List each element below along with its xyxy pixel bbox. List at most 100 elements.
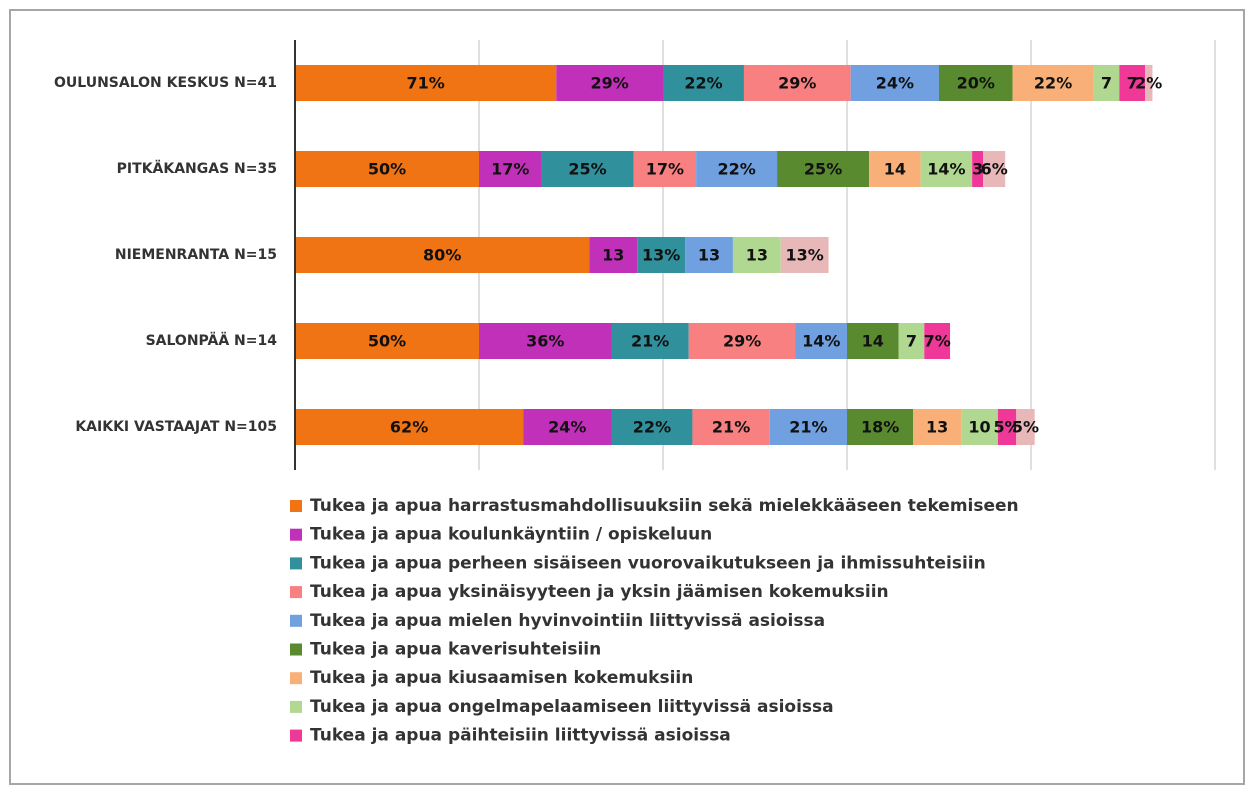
- data-label: 80%: [423, 246, 461, 265]
- data-label: 13%: [642, 246, 680, 265]
- data-label: 20%: [957, 74, 995, 93]
- legend-label: Tukea ja apua koulunkäyntiin / opiskeluu…: [310, 525, 712, 545]
- data-label: 14%: [927, 160, 965, 179]
- legend-swatch: [290, 700, 302, 713]
- data-label: 21%: [789, 418, 827, 437]
- legend-swatch: [290, 557, 302, 570]
- bar-segment: [295, 151, 479, 187]
- data-label: 7: [1127, 74, 1138, 93]
- legend-swatch: [290, 729, 302, 742]
- bar-segment: [972, 151, 984, 187]
- data-label: 13: [746, 246, 768, 265]
- bar-segment: [637, 237, 686, 273]
- y-tick-label: SALONPÄÄ N=14: [146, 332, 278, 349]
- data-label: 22%: [633, 418, 671, 437]
- data-label: 24%: [548, 418, 586, 437]
- bar-segment: [556, 65, 663, 101]
- bar-segment: [769, 409, 847, 445]
- data-label: 25%: [804, 160, 842, 179]
- legend-swatch: [290, 586, 302, 599]
- bar-segment: [1145, 65, 1153, 101]
- bar-segment: [295, 323, 479, 359]
- bar-segment: [611, 409, 693, 445]
- legend-swatch: [290, 672, 302, 685]
- bar-segment: [1093, 65, 1120, 101]
- data-label: 14: [884, 160, 906, 179]
- data-label: 29%: [778, 74, 816, 93]
- data-label: 7: [906, 332, 917, 351]
- data-label: 13: [926, 418, 948, 437]
- data-label: 36%: [526, 332, 564, 351]
- data-label: 13: [602, 246, 624, 265]
- bar-segment: [847, 323, 899, 359]
- bar-segment: [850, 65, 939, 101]
- bar-segment: [633, 151, 697, 187]
- bar-segment: [685, 237, 733, 273]
- data-label: 13%: [786, 246, 824, 265]
- data-label: 7%: [924, 332, 951, 351]
- data-label: 7: [1101, 74, 1112, 93]
- legend-label: Tukea ja apua kiusaamisen kokemuksiin: [310, 668, 693, 688]
- legend-label: Tukea ja apua perheen sisäiseen vuorovai…: [310, 553, 986, 573]
- data-label: 18%: [861, 418, 899, 437]
- data-label: 6%: [981, 160, 1008, 179]
- bar-segment: [688, 323, 796, 359]
- data-label: 17%: [646, 160, 684, 179]
- bar-segment: [589, 237, 638, 273]
- legend-swatch: [290, 614, 302, 627]
- legend-swatch: [290, 643, 302, 656]
- data-label: 62%: [390, 418, 428, 437]
- legend-box: [172, 488, 1215, 760]
- bar-segment: [479, 151, 542, 187]
- bar-segment: [983, 151, 1006, 187]
- data-label: 14: [862, 332, 884, 351]
- bar-segment: [295, 409, 524, 445]
- data-label: 22%: [717, 160, 755, 179]
- y-tick-label: OULUNSALON KESKUS N=41: [54, 75, 277, 91]
- data-label: 5%: [1012, 418, 1039, 437]
- data-label: 17%: [491, 160, 529, 179]
- bar-segment: [847, 409, 914, 445]
- bar-segment: [479, 323, 612, 359]
- legend-label: Tukea ja apua mielen hyvinvointiin liitt…: [310, 611, 825, 631]
- legend-label: Tukea ja apua kaverisuhteisiin: [310, 640, 601, 660]
- y-tick-label: PITKÄKANGAS N=35: [117, 160, 277, 177]
- data-label: 21%: [712, 418, 750, 437]
- data-label: 50%: [368, 160, 406, 179]
- bar-segment: [795, 323, 847, 359]
- legend-label: Tukea ja apua ongelmapelaamiseen liittyv…: [310, 697, 834, 717]
- bar-segment: [523, 409, 612, 445]
- bar-segment: [696, 151, 778, 187]
- bar-segment: [997, 409, 1017, 445]
- bar-segment: [663, 65, 744, 101]
- data-label: 5%: [993, 418, 1020, 437]
- legend-swatch: [290, 500, 302, 512]
- y-tick-label: KAIKKI VASTAAJAT N=105: [75, 419, 277, 435]
- bar-segment: [913, 409, 962, 445]
- data-label: 2%: [1135, 74, 1162, 93]
- bar-segment: [743, 65, 851, 101]
- data-label: 22%: [684, 74, 722, 93]
- bar-segment: [898, 323, 925, 359]
- data-label: 13: [698, 246, 720, 265]
- y-tick-label: NIEMENRANTA N=15: [115, 247, 277, 263]
- data-label: 3: [972, 160, 983, 179]
- data-label: 50%: [368, 332, 406, 351]
- data-label: 25%: [568, 160, 606, 179]
- bar-segment: [1119, 65, 1146, 101]
- data-label: 21%: [631, 332, 669, 351]
- bar-segment: [777, 151, 870, 187]
- bar-segment: [924, 323, 951, 359]
- legend-swatch: [290, 528, 302, 541]
- legend-label: Tukea ja apua harrastusmahdollisuuksiin …: [310, 496, 1019, 516]
- bar-segment: [780, 237, 829, 273]
- data-label: 24%: [876, 74, 914, 93]
- bar-segment: [295, 65, 557, 101]
- legend-label: Tukea ja apua yksinäisyyteen ja yksin jä…: [310, 582, 889, 602]
- bar-segment: [1012, 65, 1094, 101]
- bar-segment: [692, 409, 770, 445]
- legend-label: Tukea ja apua päihteisiin liittyvissä as…: [310, 726, 731, 746]
- data-label: 29%: [590, 74, 628, 93]
- data-label: 22%: [1034, 74, 1072, 93]
